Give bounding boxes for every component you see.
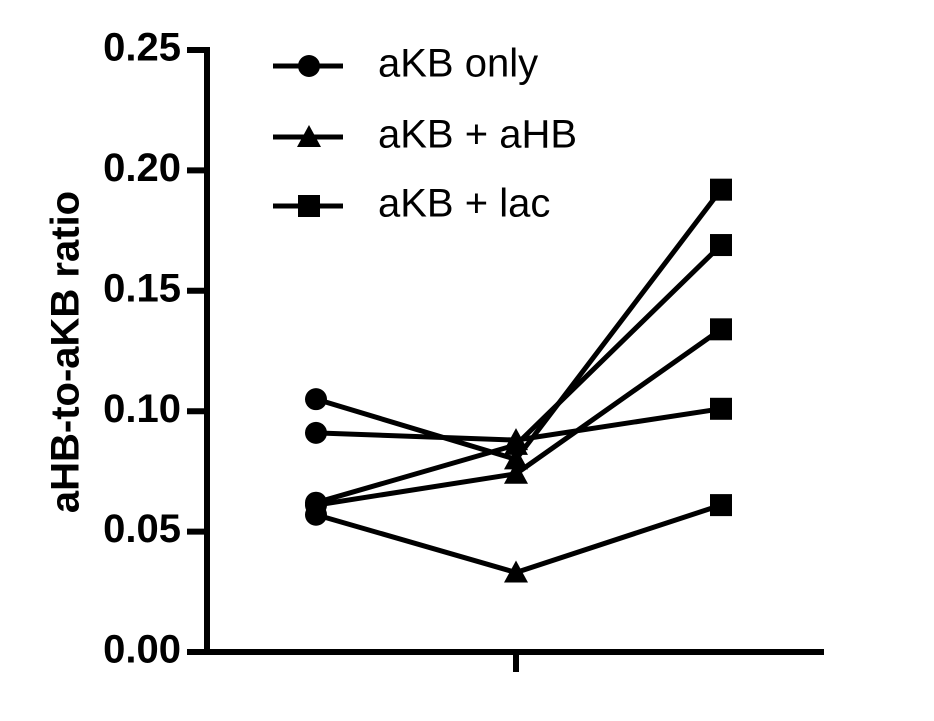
legend-entry: aKB + lac bbox=[273, 182, 550, 226]
legend-marker-circle bbox=[298, 55, 320, 77]
y-axis-label: aHB-to-aKB ratio bbox=[44, 191, 88, 513]
y-tick-label: 0.05 bbox=[103, 507, 181, 551]
y-tick-label: 0.20 bbox=[103, 146, 181, 190]
data-point-circle bbox=[305, 421, 327, 444]
legend-marker-triangle bbox=[297, 125, 321, 147]
data-point-triangle bbox=[504, 432, 528, 455]
data-point-triangle bbox=[504, 447, 528, 470]
series-line bbox=[315, 502, 722, 576]
y-tick-label: 0.25 bbox=[103, 26, 181, 70]
data-point-square bbox=[710, 178, 732, 201]
data-point-circle bbox=[305, 388, 327, 411]
y-tick-label: 0.15 bbox=[103, 266, 181, 310]
legend-label: aKB only bbox=[378, 42, 538, 86]
legend-marker-square bbox=[298, 195, 320, 217]
y-tick-label: 0.00 bbox=[103, 628, 181, 672]
series-layer bbox=[305, 178, 732, 583]
data-point-square bbox=[710, 318, 732, 341]
data-point-triangle bbox=[504, 560, 528, 583]
data-point-circle bbox=[305, 503, 327, 526]
axes: 0.00 0.05 0.10 0.15 0.20 0.25 bbox=[103, 26, 824, 672]
data-point-square bbox=[710, 397, 732, 420]
series-1 bbox=[305, 178, 732, 470]
legend-entry: aKB only bbox=[273, 42, 538, 86]
y-tick-label: 0.10 bbox=[103, 387, 181, 431]
legend-entry: aKB + aHB bbox=[273, 113, 577, 157]
data-point-square bbox=[710, 234, 732, 257]
data-point-square bbox=[710, 494, 732, 517]
legend-label: aKB + aHB bbox=[378, 113, 577, 157]
legend: aKB only aKB + aHB aKB + lac bbox=[273, 42, 577, 226]
data-point-triangle bbox=[504, 461, 528, 484]
legend-label: aKB + lac bbox=[378, 182, 550, 226]
series-5 bbox=[305, 494, 732, 583]
